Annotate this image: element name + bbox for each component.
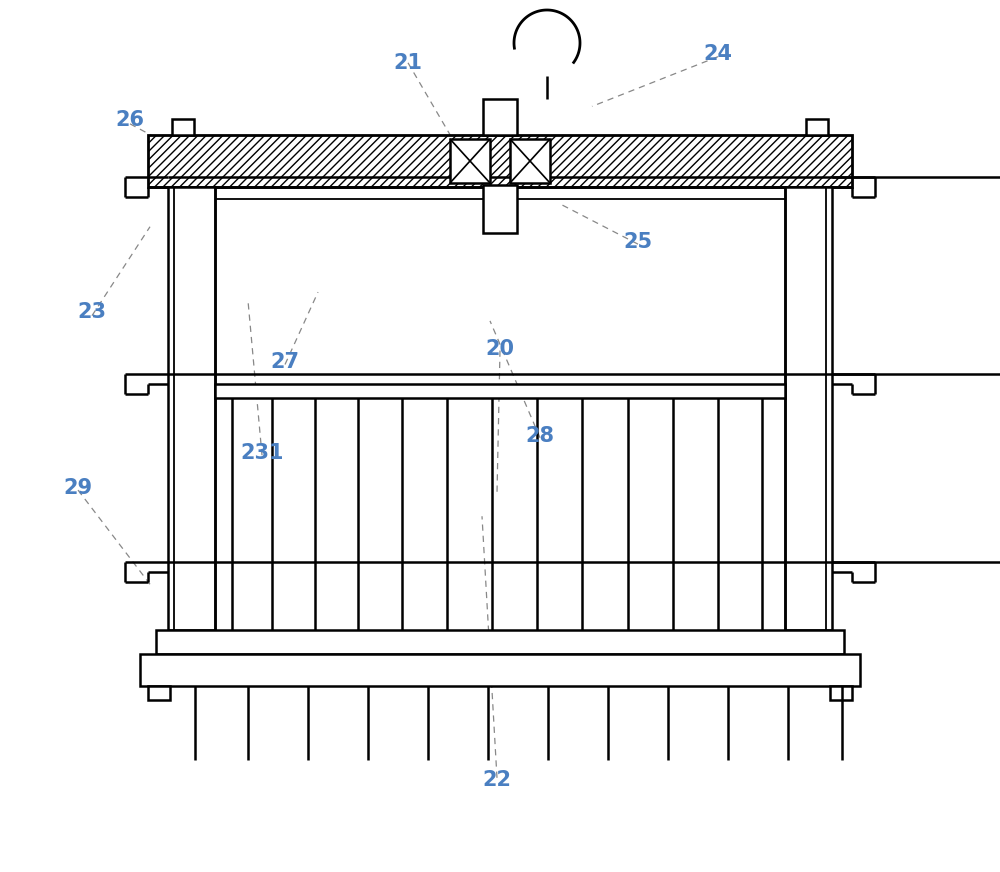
Bar [830, 686, 852, 700]
Bar [148, 686, 170, 700]
Text: 26: 26 [116, 111, 144, 130]
Bar [156, 630, 844, 654]
Text: 231: 231 [240, 444, 284, 463]
Bar [168, 187, 215, 630]
Bar [806, 119, 828, 135]
Text: 25: 25 [623, 233, 653, 252]
Bar [172, 119, 194, 135]
Bar [483, 99, 517, 135]
Bar [450, 139, 490, 183]
Text: 24: 24 [704, 44, 732, 64]
Bar [483, 185, 517, 233]
Text: 23: 23 [78, 303, 106, 322]
Text: 20: 20 [486, 339, 514, 358]
Bar [785, 187, 832, 630]
Text: 29: 29 [63, 479, 93, 498]
Text: 21: 21 [394, 53, 422, 72]
Bar [510, 139, 550, 183]
Text: 27: 27 [270, 352, 300, 371]
Bar [215, 384, 785, 398]
Bar [140, 654, 860, 686]
Text: 28: 28 [526, 426, 554, 446]
Bar [148, 135, 852, 187]
Text: 22: 22 [482, 771, 512, 790]
